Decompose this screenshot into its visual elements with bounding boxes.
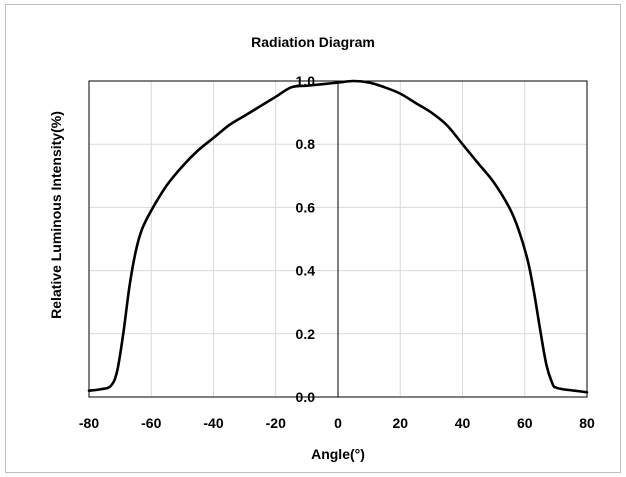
x-tick-label: -60: [141, 415, 161, 431]
y-tick-label: 0.0: [296, 389, 316, 405]
x-tick-label: -80: [79, 415, 99, 431]
y-tick-label: 0.2: [296, 326, 316, 342]
chart-frame: [5, 4, 621, 473]
x-tick-labels: -80 -60 -40 -20 0 20 40 60 80: [79, 415, 595, 431]
x-tick-label: 40: [455, 415, 471, 431]
y-tick-label: 0.6: [296, 199, 316, 215]
y-tick-label: 0.8: [296, 136, 316, 152]
x-axis-label: Angle(°): [311, 446, 365, 462]
x-tick-label: -40: [203, 415, 223, 431]
y-axis-label: Relative Luminous Intensity(%): [48, 111, 64, 319]
x-tick-label: -20: [266, 415, 286, 431]
y-tick-label: 0.4: [296, 263, 316, 279]
y-tick-labels: 0.00.20.40.60.81.0: [296, 73, 316, 405]
series-line: [87, 79, 589, 394]
x-tick-label: 20: [392, 415, 408, 431]
chart-title: Radiation Diagram: [251, 34, 375, 50]
x-tick-label: 80: [579, 415, 595, 431]
x-tick-label: 60: [517, 415, 533, 431]
x-tick-label: 0: [334, 415, 342, 431]
